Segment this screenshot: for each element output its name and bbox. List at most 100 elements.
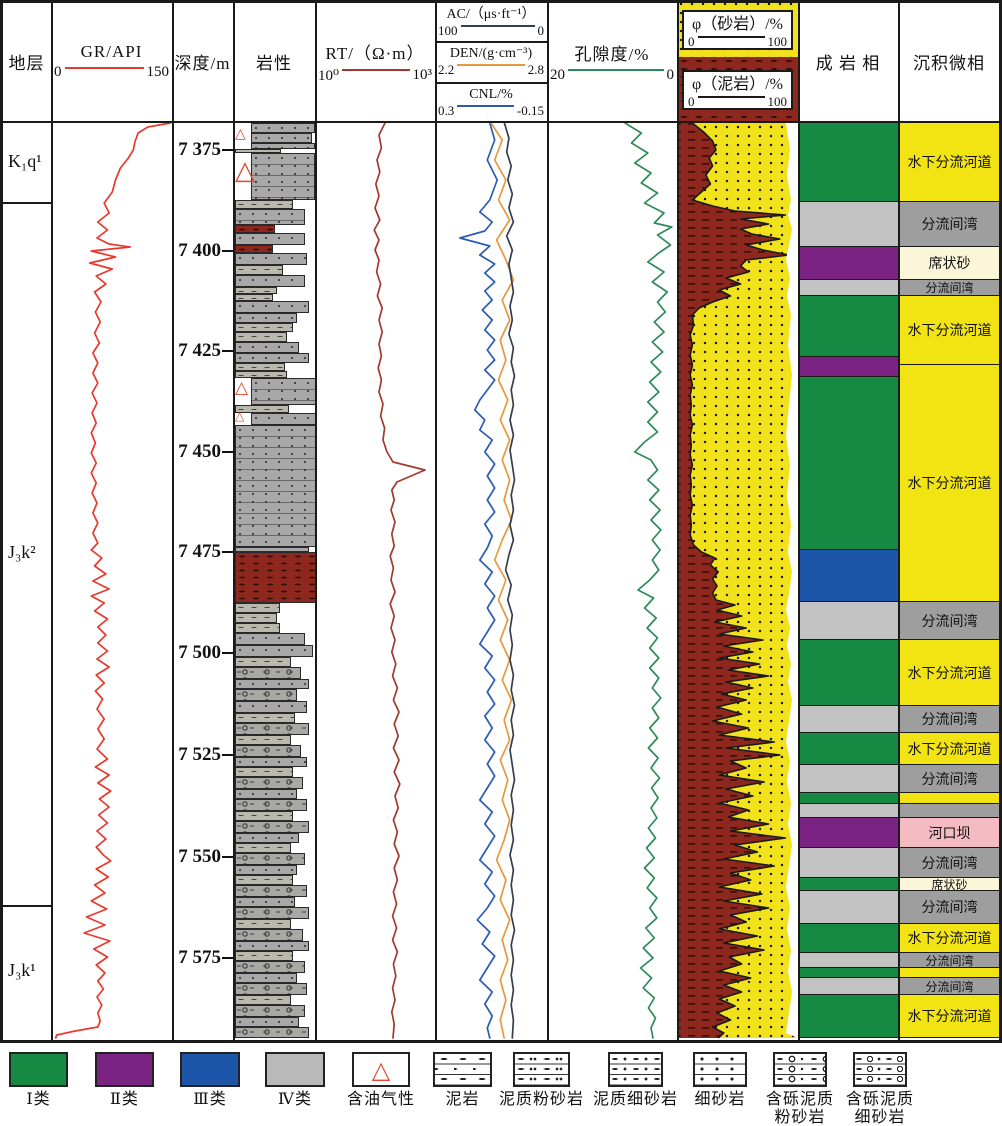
den-scale: 2.2 2.8 — [435, 62, 547, 78]
porosity-max: 0 — [666, 66, 675, 83]
lithology-bed — [235, 645, 313, 657]
legend-label: Ⅳ类 — [278, 1091, 312, 1108]
diagenetic-facies-band — [800, 357, 898, 377]
header-den: DEN/(g·cm⁻³) 2.2 2.8 — [435, 41, 547, 82]
legend-label: 泥质细砂岩 — [592, 1091, 678, 1108]
sedimentary-microfacies-band: 席状砂 — [900, 247, 999, 280]
column-border — [435, 0, 437, 1040]
outer-border — [0, 0, 3, 1043]
lithology-bed — [235, 1017, 299, 1027]
diagenetic-facies-band — [800, 202, 898, 247]
porosity-min: 20 — [550, 66, 565, 83]
lithology-bed — [235, 941, 309, 951]
depth-tick-label: 7 575 — [178, 947, 221, 968]
rt-curve — [373, 122, 426, 1039]
diagenetic-facies-band — [800, 848, 898, 878]
diagenetic-facies-band — [800, 280, 898, 296]
strat-boundary-line — [2, 202, 51, 204]
header-sub-divider — [435, 82, 547, 84]
column-border — [315, 0, 317, 1040]
sedimentary-microfacies-band — [900, 968, 999, 978]
lithology-bed — [251, 143, 315, 149]
lithology-bed — [235, 821, 309, 833]
lithology-bed — [235, 701, 307, 713]
legend-label: 含砾泥质 粉砂岩 — [765, 1091, 834, 1126]
depth-tick-mark — [222, 350, 233, 352]
strat-unit-label: K₁q¹ — [8, 150, 42, 171]
gr-curve — [54, 122, 172, 1039]
legend-item: 泥质粉砂岩 — [499, 1052, 583, 1109]
lithology-bed — [235, 245, 273, 253]
sedimentary-microfacies-header-label: 沉积微相 — [913, 54, 985, 73]
legend-item: 细砂岩 — [693, 1052, 747, 1109]
lithology-bed — [235, 623, 280, 633]
cnl-min: 0.3 — [438, 102, 455, 118]
diagenetic-facies-band — [800, 550, 898, 602]
porosity-scale: 20 0 — [547, 67, 677, 84]
sedimentary-microfacies-band — [900, 804, 999, 818]
sedimentary-microfacies-band: 席状砂 — [900, 878, 999, 891]
legend-swatch-mudp — [433, 1052, 492, 1087]
header-sedimentary-microfacies: 沉积微相 — [898, 0, 1000, 123]
lithology-bed — [235, 679, 309, 689]
header-rt: RT/（Ω·m） 10⁰ 10³ — [315, 0, 435, 123]
header-sub-divider — [435, 41, 547, 43]
ac-scale-line — [460, 24, 535, 27]
legend-item: Ⅳ类 — [265, 1052, 325, 1109]
lithology-bed — [251, 133, 312, 143]
lithology-bed — [235, 853, 305, 865]
lithology-bed — [235, 757, 307, 767]
depth-tick-mark — [222, 149, 233, 151]
lithology-bed — [235, 275, 305, 287]
lithology-bed — [235, 897, 295, 907]
header-diagenetic-facies: 成 岩 相 — [798, 0, 898, 123]
lithology-bed — [235, 777, 303, 789]
lithology-bed — [235, 907, 309, 919]
lithology-bed — [235, 323, 293, 332]
oil-gas-show-triangle: △ — [235, 378, 249, 398]
rt-scale-line — [342, 69, 410, 71]
gr-min: 0 — [54, 64, 62, 80]
phi-sand-min: 0 — [688, 34, 695, 49]
lithology-bed — [235, 209, 305, 225]
lithology-bed — [235, 613, 277, 623]
column-border — [172, 0, 174, 1040]
depth-tick-mark — [222, 652, 233, 654]
sedimentary-microfacies-band: 分流间湾 — [900, 602, 999, 640]
diagenetic-facies-band — [800, 602, 898, 640]
lithology-bed — [235, 253, 307, 265]
lithology-bed — [235, 332, 287, 342]
diagenetic-facies-band — [800, 953, 898, 968]
sedimentary-microfacies-band — [900, 793, 999, 804]
phi-sand-scale-line — [697, 36, 765, 38]
sedimentary-microfacies-band: 分流间湾 — [900, 953, 999, 968]
lithology-bed — [235, 552, 317, 603]
legend-label: 含油气性 — [346, 1091, 415, 1108]
legend-label: Ⅱ类 — [110, 1091, 139, 1108]
rt-title: RT/（Ω·m） — [325, 43, 425, 63]
strat-header-label: 地层 — [8, 54, 45, 73]
lithology-bed — [235, 342, 299, 353]
depth-tick-label: 7 400 — [178, 240, 221, 261]
lithology-bed — [235, 371, 287, 378]
header-ac: AC/（μs·ft⁻¹） 100 0 — [435, 0, 547, 41]
sedimentary-microfacies-band: 分流间湾 — [900, 765, 999, 793]
gr-scale-line — [64, 66, 144, 69]
lithology-bed — [235, 200, 293, 209]
porosity-title: 孔隙度/% — [574, 44, 650, 64]
depth-tick-mark — [222, 957, 233, 959]
lithology-bed — [235, 301, 309, 313]
diagenetic-facies-band — [800, 978, 898, 995]
lithology-bed — [235, 225, 275, 233]
lithology-bed — [235, 735, 291, 745]
sedimentary-microfacies-band: 分流间湾 — [900, 848, 999, 878]
diagenetic-facies-band — [800, 706, 898, 733]
header-porosity: 孔隙度/% 20 0 — [547, 0, 677, 123]
legend-item: 泥岩 — [433, 1052, 492, 1109]
lithology-bed — [235, 995, 291, 1005]
column-border — [677, 0, 679, 1040]
oil-gas-legend-triangle: △ — [371, 1055, 391, 1084]
ac-min: 100 — [438, 22, 458, 38]
lithology-bed — [235, 313, 297, 323]
